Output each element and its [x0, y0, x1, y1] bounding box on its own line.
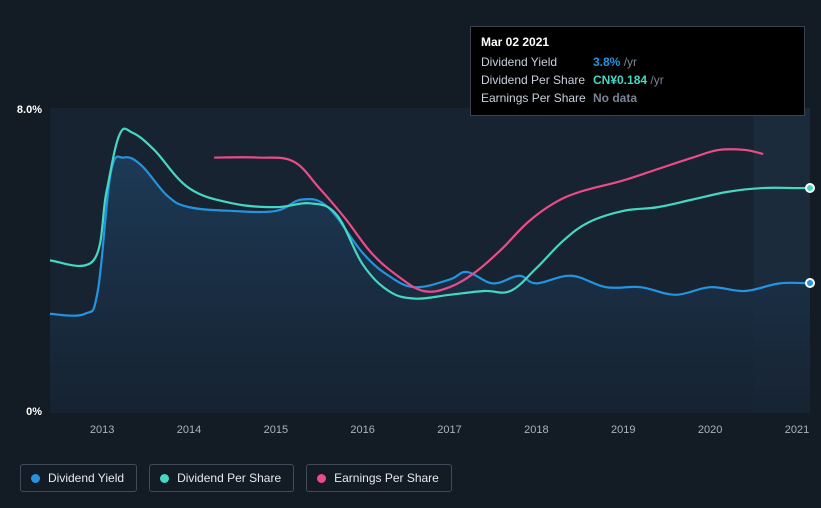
tooltip-value: CN¥0.184 /yr — [593, 73, 664, 87]
tooltip-row: Earnings Per Share No data — [481, 89, 794, 107]
y-axis-min-label: 0% — [26, 406, 42, 418]
x-axis-tick: 2019 — [611, 424, 635, 436]
x-axis-tick: 2018 — [524, 424, 548, 436]
legend-item-dividend-per-share[interactable]: Dividend Per Share — [149, 464, 294, 492]
legend-label: Earnings Per Share — [334, 471, 439, 485]
legend-label: Dividend Per Share — [177, 471, 281, 485]
x-axis-tick: 2020 — [698, 424, 722, 436]
tooltip-row: Dividend Yield 3.8% /yr — [481, 53, 794, 71]
x-axis-tick: 2017 — [437, 424, 461, 436]
legend-item-dividend-yield[interactable]: Dividend Yield — [20, 464, 137, 492]
tooltip-key: Dividend Per Share — [481, 73, 593, 87]
chart-plot[interactable] — [50, 108, 810, 413]
tooltip-date: Mar 02 2021 — [481, 35, 794, 53]
legend-label: Dividend Yield — [48, 471, 124, 485]
tooltip-key: Earnings Per Share — [481, 91, 593, 105]
tooltip-key: Dividend Yield — [481, 55, 593, 69]
legend-item-earnings-per-share[interactable]: Earnings Per Share — [306, 464, 452, 492]
x-axis-tick: 2013 — [90, 424, 114, 436]
dividend-chart[interactable]: 8.0% 0% Past 201320142015201620172018201… — [20, 108, 810, 418]
legend-dot-icon — [31, 474, 40, 483]
tooltip-value: No data — [593, 91, 637, 105]
x-axis-tick: 2014 — [177, 424, 201, 436]
series-end-marker — [805, 278, 815, 288]
chart-legend: Dividend Yield Dividend Per Share Earnin… — [20, 464, 452, 492]
x-axis-tick: 2016 — [350, 424, 374, 436]
x-axis-tick: 2015 — [264, 424, 288, 436]
tooltip-value: 3.8% /yr — [593, 55, 637, 69]
legend-dot-icon — [160, 474, 169, 483]
y-axis-max-label: 8.0% — [17, 104, 42, 116]
tooltip-row: Dividend Per Share CN¥0.184 /yr — [481, 71, 794, 89]
chart-tooltip: Mar 02 2021 Dividend Yield 3.8% /yr Divi… — [470, 26, 805, 116]
x-axis-tick: 2021 — [785, 424, 809, 436]
legend-dot-icon — [317, 474, 326, 483]
series-end-marker — [805, 183, 815, 193]
